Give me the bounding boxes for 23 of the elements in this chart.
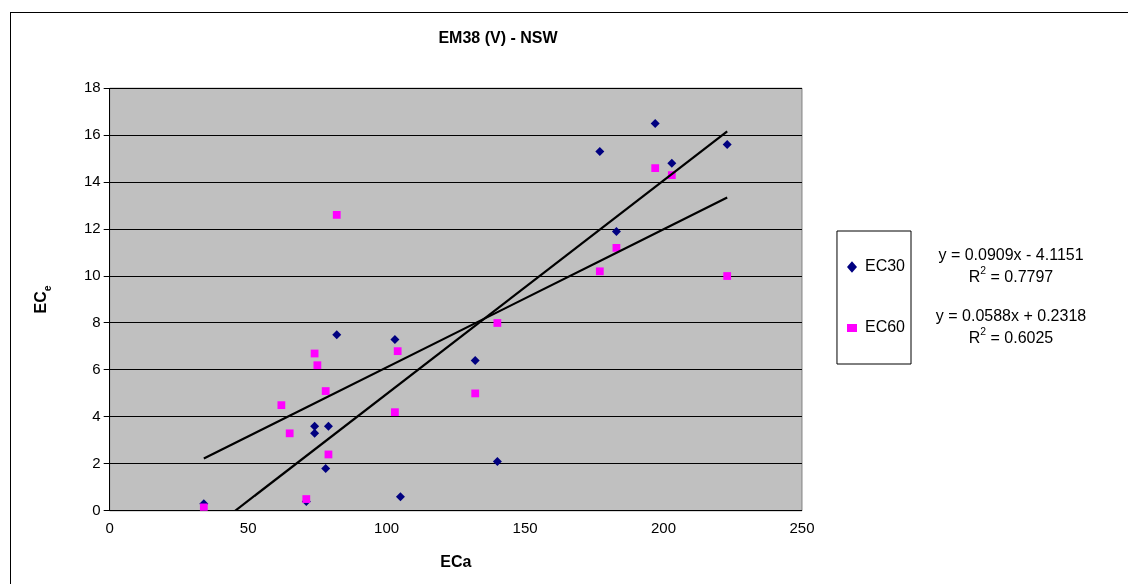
y-tick-label: 6 bbox=[92, 360, 101, 378]
y-tick-label: 14 bbox=[84, 172, 101, 190]
y-tick-label: 12 bbox=[84, 219, 101, 237]
y-tick-label: 10 bbox=[84, 266, 101, 284]
y-tick-label: 4 bbox=[92, 407, 101, 425]
x-tick-label: 150 bbox=[512, 518, 538, 536]
text: y = 0.0588x + 0.2318 bbox=[935, 307, 1087, 325]
x-tick-label: 100 bbox=[374, 518, 400, 536]
y-tick-label: 0 bbox=[92, 500, 101, 518]
x-axis-title: ECa bbox=[440, 552, 472, 570]
y-tick-label: 16 bbox=[84, 125, 101, 143]
x-tick-label: 50 bbox=[239, 518, 257, 536]
legend-label: EC60 bbox=[864, 318, 906, 336]
legend-label: EC30 bbox=[864, 257, 906, 275]
x-tick-label: 0 bbox=[105, 518, 114, 536]
y-tick-label: 8 bbox=[92, 313, 101, 331]
chart-title: EM38 (V) - NSW bbox=[438, 29, 559, 47]
y-tick-label: 2 bbox=[92, 453, 101, 471]
x-tick-label: 200 bbox=[651, 518, 677, 536]
text: y = 0.0909x - 4.1151 bbox=[938, 246, 1084, 264]
x-tick-label: 250 bbox=[789, 518, 815, 536]
y-tick-label: 18 bbox=[84, 78, 101, 96]
y-axis-title: ECe bbox=[32, 285, 53, 314]
